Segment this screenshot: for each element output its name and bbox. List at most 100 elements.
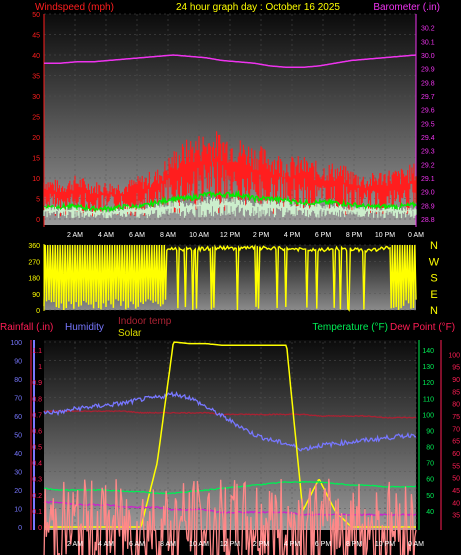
baro-tick-label: 28.8 [421,217,435,224]
time-tick-label: 8 AM [160,232,176,239]
time-tick-label: 10 AM [189,541,209,548]
baro-tick-label: 29.5 [421,121,435,128]
time-tick-label: 4 AM [98,232,114,239]
time-tick-label: 10 PM [375,541,395,548]
time-tick-label: 2 AM [67,541,83,548]
direction-tick-label: 360 [28,243,40,250]
dew-tick-label: 35 [452,513,460,520]
wind-tick-label: 5 [36,197,40,204]
indoor-temp-line [43,409,417,419]
time-tick-label: 4 AM [98,541,114,548]
dew-tick-label: 45 [452,488,460,495]
dew-tick-label: 65 [452,439,460,446]
baro-tick-label: 29.9 [421,67,435,74]
rain-tick-label: 1 [38,364,42,371]
compass-label: W [429,256,440,268]
temp-tick-label: 120 [422,380,434,387]
humidity-tick-label: 60 [14,414,22,421]
rain-tick-label: 0.9 [32,380,42,387]
time-tick-label: 8 AM [160,541,176,548]
dew-tick-label: 75 [452,414,460,421]
humidity-line [43,390,417,452]
time-tick-label: 0 AM [408,232,424,239]
humidity-tick-label: 0 [18,525,22,532]
time-tick-label: 0 AM [408,541,424,548]
rain-tick-label: 1.1 [32,348,42,355]
wind-tick-label: 15 [32,156,40,163]
windspeed-legend: Windspeed (mph) [35,2,114,13]
time-tick-label: 2 PM [253,232,270,239]
time-tick-label: 6 AM [129,232,145,239]
wind-average-line [43,189,417,214]
indoor-temp-legend: Indoor temp [118,316,172,327]
dew-tick-label: 90 [452,377,460,384]
humidity-tick-label: 100 [10,340,22,347]
temp-tick-label: 50 [426,493,434,500]
time-tick-label: 8 PM [346,541,363,548]
temp-tick-label: 100 [422,412,434,419]
humidity-legend: Humidity [65,322,104,333]
rain-tick-label: 0.6 [32,428,42,435]
baro-tick-label: 29.7 [421,94,435,101]
barometer-legend: Barometer (.in) [373,2,440,13]
time-tick-label: 2 PM [253,541,270,548]
wind-band-series [43,131,417,217]
baro-tick-label: 30.0 [421,53,435,60]
baro-tick-label: 30.2 [421,26,435,33]
wind-tick-label: 20 [32,135,40,142]
wind-tick-label: 0 [36,217,40,224]
rain-tick-label: 0.1 [32,509,42,516]
time-tick-label: 12 PM [220,541,240,548]
humidity-tick-label: 40 [14,451,22,458]
rainfall-legend: Rainfall (.in) [0,322,53,333]
temp-tick-label: 110 [423,396,434,403]
time-tick-label: 4 PM [284,232,301,239]
direction-tick-label: 90 [32,292,40,299]
wind-tick-label: 25 [32,115,40,122]
baro-tick-label: 29.1 [421,176,435,183]
humidity-tick-label: 90 [14,359,22,366]
baro-tick-label: 28.9 [421,203,435,210]
dew-tick-label: 60 [452,451,460,458]
time-tick-label: 10 PM [375,232,395,239]
dew-point-legend: Dew Point (°F) [390,322,455,333]
dew-tick-label: 55 [452,463,460,470]
solar-legend: Solar [118,328,142,339]
temp-tick-label: 130 [422,364,434,371]
compass-label: N [430,240,438,252]
temp-tick-label: 140 [422,348,434,355]
wind-tick-label: 40 [32,53,40,60]
temp-tick-label: 70 [426,461,434,468]
baro-tick-label: 29.3 [421,149,435,156]
rain-tick-label: 0.7 [32,412,42,419]
compass-label: S [430,273,437,285]
humidity-tick-label: 80 [14,377,22,384]
baro-tick-label: 29.2 [421,162,435,169]
wind-tick-label: 45 [32,33,40,40]
humidity-tick-label: 10 [14,507,22,514]
direction-tick-label: 180 [28,276,40,283]
wind-tick-label: 30 [32,94,40,101]
wind-panel: 0 5 10 15 20 25 30 35 40 45 50 28.8 28.9 29.0 29.1 29.… [32,12,435,239]
temperature-legend: Temperature (°F) [312,322,388,333]
dew-tick-label: 100 [448,352,460,359]
rain-tick-label: 0.5 [32,445,42,452]
baro-tick-label: 29.6 [421,108,435,115]
temp-tick-label: 80 [426,445,434,452]
wind-tick-label: 50 [32,12,40,19]
chart-title: 24 hour graph day : October 16 2025 [176,2,340,13]
barometer-line [44,54,417,69]
rain-tick-label: 0.8 [32,396,42,403]
humidity-tick-label: 20 [14,488,22,495]
wind-direction-line [43,244,417,312]
baro-tick-label: 29.8 [421,80,435,87]
rain-tick-label: 0 [38,525,42,532]
time-tick-label: 4 PM [284,541,301,548]
rain-tick-label: 0.2 [32,493,42,500]
direction-tick-label: 270 [28,259,40,266]
baro-tick-label: 29.0 [421,190,435,197]
climate-panel: 0 10 20 30 40 50 60 70 80 90 100 0 0.1 0.2 0.3 0.4 0.5 0.… [10,340,460,555]
time-tick-label: 6 PM [315,232,332,239]
